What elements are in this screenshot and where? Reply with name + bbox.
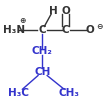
Text: H₃C: H₃C xyxy=(8,88,29,98)
Text: ⊕: ⊕ xyxy=(20,16,26,25)
Text: H₃N: H₃N xyxy=(3,25,25,35)
Text: O: O xyxy=(61,6,70,16)
Text: CH₂: CH₂ xyxy=(32,46,53,56)
Text: ⊖: ⊖ xyxy=(96,22,102,31)
Text: CH₃: CH₃ xyxy=(58,88,79,98)
Text: C: C xyxy=(62,25,70,35)
Text: CH: CH xyxy=(34,67,51,77)
Text: C: C xyxy=(39,25,46,35)
Text: O: O xyxy=(86,25,94,35)
Text: H: H xyxy=(49,6,57,16)
